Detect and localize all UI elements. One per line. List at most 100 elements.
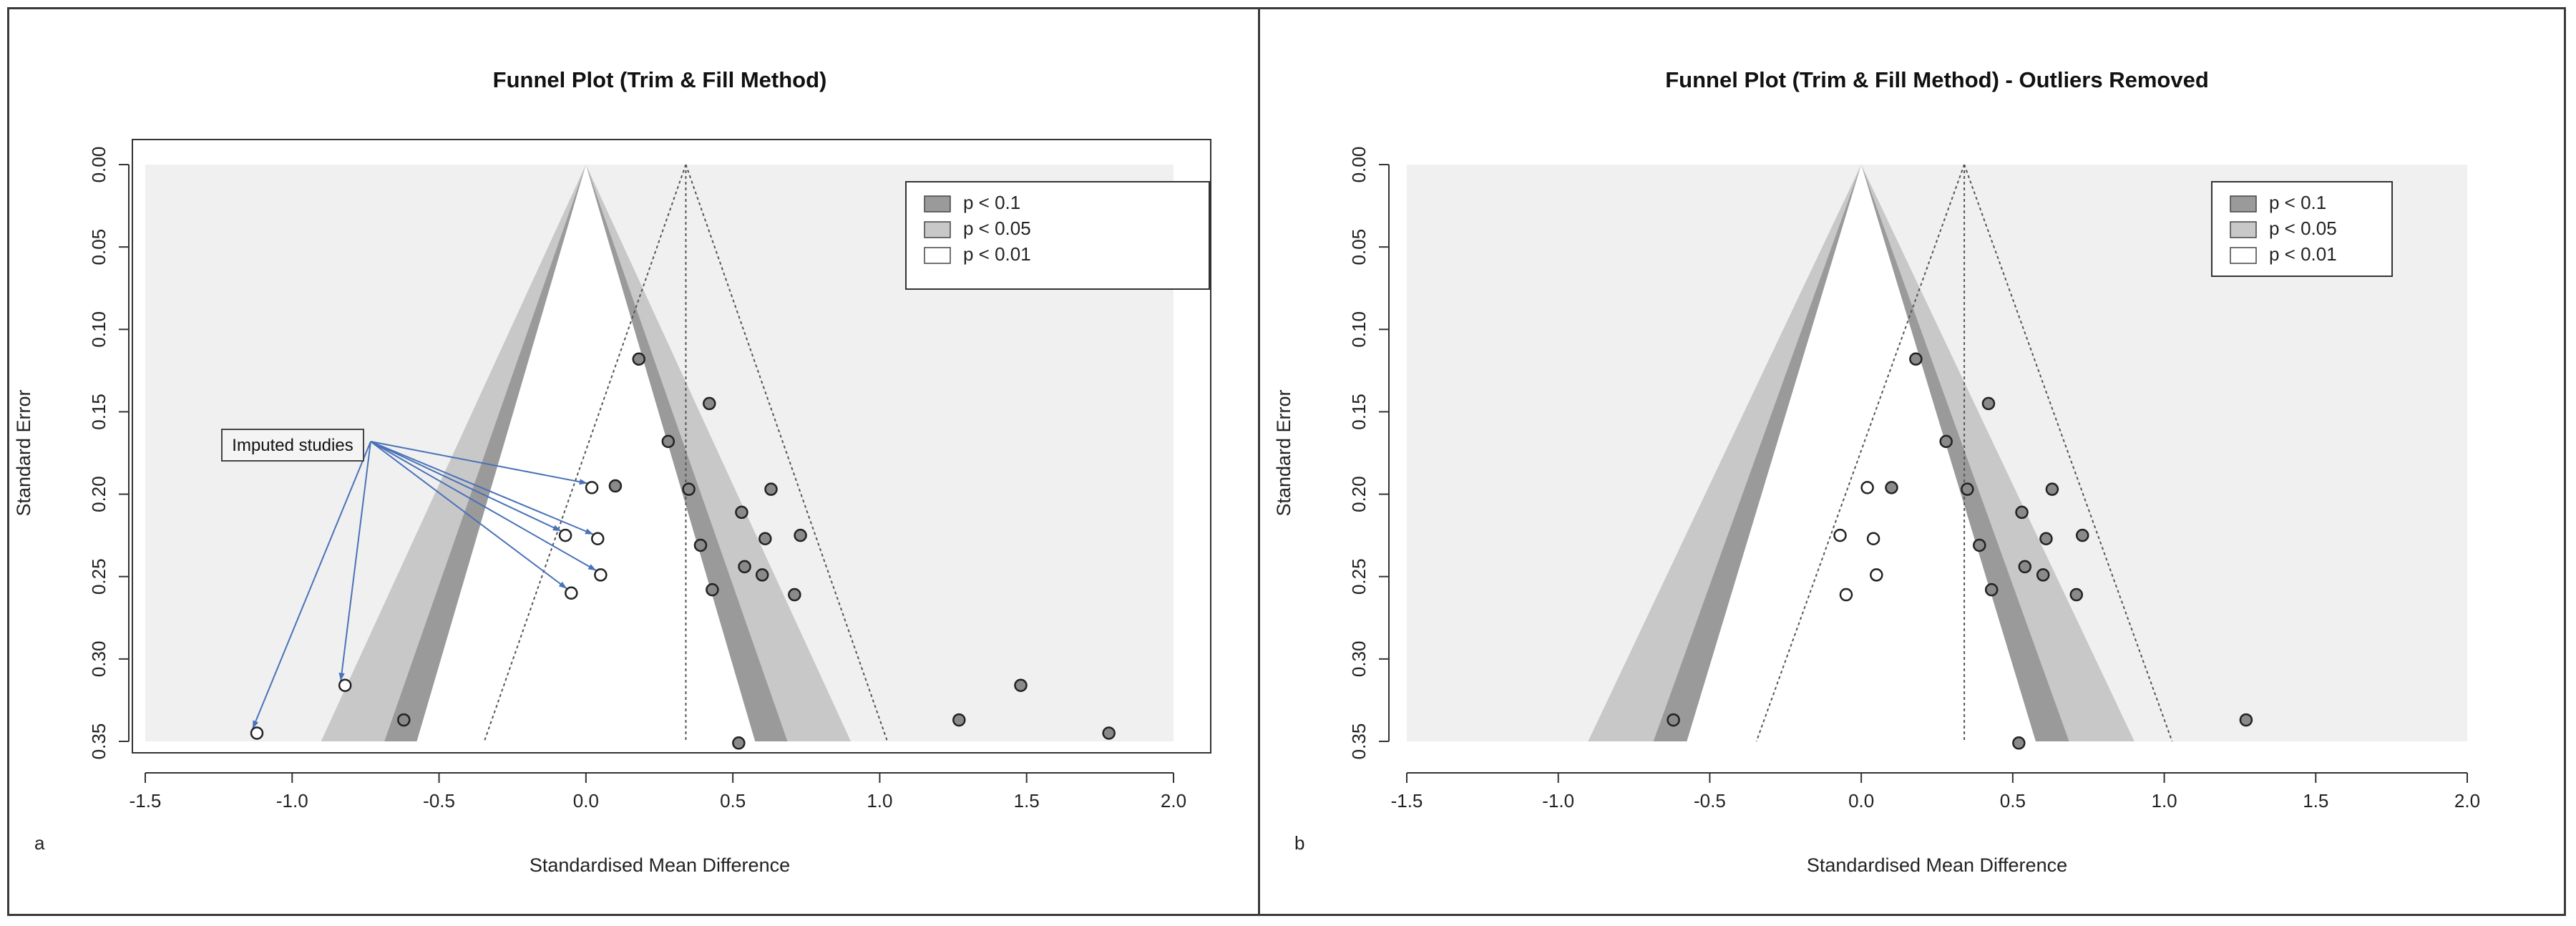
observed-study-point — [2069, 588, 2084, 602]
imputed-study-point — [1866, 532, 1880, 545]
observed-study-point — [632, 352, 646, 366]
observed-study-point — [755, 568, 769, 582]
observed-study-point — [2239, 713, 2253, 727]
plot-box — [132, 139, 1211, 754]
observed-study-point — [2045, 482, 2059, 496]
observed-study-point — [1939, 434, 1953, 449]
y-tick-label: 0.15 — [1348, 394, 1370, 430]
observed-study-point — [732, 736, 746, 750]
observed-study-point — [397, 713, 411, 727]
observed-study-point — [1961, 482, 1974, 496]
legend-label: p < 0.05 — [2269, 218, 2337, 239]
x-tick-label: -1.0 — [1542, 790, 1574, 812]
arrow-head — [585, 528, 594, 535]
y-tick-label: 0.15 — [88, 394, 109, 430]
observed-study-point — [764, 482, 778, 496]
annotation-arrow — [370, 441, 567, 590]
annotation-arrow — [370, 441, 588, 484]
imputed-study-point — [1870, 568, 1883, 582]
legend-swatch — [2230, 247, 2257, 264]
observed-study-point — [1909, 352, 1923, 366]
x-tick-label: 0.0 — [573, 790, 599, 812]
observed-study-point — [682, 482, 696, 496]
observed-study-point — [2039, 532, 2053, 545]
observed-study-point — [788, 588, 801, 602]
annotation-box — [221, 429, 364, 462]
observed-study-point — [735, 505, 748, 520]
legend-swatch — [924, 221, 951, 238]
x-tick-label: 0.5 — [720, 790, 746, 812]
arrow-head — [558, 581, 567, 589]
y-tick-label: 0.05 — [88, 229, 109, 265]
legend-label: p < 0.01 — [2269, 243, 2337, 265]
observed-study-point — [703, 396, 716, 411]
legend-label: p < 0.05 — [963, 218, 1031, 239]
y-tick-label: 0.30 — [88, 641, 109, 678]
y-tick-label: 0.10 — [1348, 311, 1370, 348]
imputed-study-point — [1860, 481, 1874, 494]
x-tick-label: -1.5 — [130, 790, 162, 812]
y-tick-label: 0.10 — [88, 311, 109, 348]
imputed-study-point — [585, 481, 599, 494]
imputed-study-point — [594, 568, 608, 582]
x-axis-label: Standardised Mean Difference — [1807, 854, 2067, 876]
observed-study-point — [2012, 736, 2026, 750]
x-tick-label: 2.0 — [1161, 790, 1186, 812]
y-tick-label: 0.00 — [1348, 147, 1370, 183]
arrow-head — [579, 479, 588, 485]
observed-study-point — [758, 532, 772, 545]
chart-title: Funnel Plot (Trim & Fill Method) — [493, 67, 827, 92]
annotation-label: Imputed studies — [232, 436, 353, 455]
observed-study-point — [706, 583, 719, 597]
chart-title: Funnel Plot (Trim & Fill Method) - Outli… — [1665, 67, 2209, 92]
y-tick-label: 0.20 — [88, 476, 109, 512]
arrow-head — [587, 564, 597, 571]
y-tick-label: 0.30 — [1348, 641, 1370, 678]
arrow-head — [338, 673, 345, 681]
funnel-left-ci — [483, 164, 687, 742]
contour-p001-region — [416, 165, 756, 741]
annotation-arrow — [370, 441, 597, 572]
x-tick-label: 2.0 — [2454, 790, 2480, 812]
funnel-right-ci — [1963, 164, 2173, 742]
imputed-study-point — [1839, 588, 1853, 602]
observed-study-point — [2075, 528, 2089, 542]
legend-swatch — [2230, 221, 2257, 238]
x-tick-label: 1.0 — [867, 790, 892, 812]
x-tick-label: -1.0 — [276, 790, 308, 812]
y-tick-label: 0.35 — [88, 723, 109, 760]
annotation-arrow — [370, 441, 594, 535]
observed-study-point — [1981, 396, 1996, 411]
funnel-left-ci — [1755, 164, 1966, 742]
observed-study-point — [794, 528, 807, 542]
imputed-study-point — [558, 528, 572, 542]
observed-study-point — [693, 538, 708, 552]
funnel-right-ci — [685, 164, 889, 742]
observed-study-point — [2015, 505, 2029, 520]
funnel-plot-b: -1.5 -1.0 -0.5 0.0 0.5 1.0 1.5 2.0 0.00 0.05 0.10 0… — [1273, 67, 2480, 876]
y-tick-label: 0.35 — [1348, 723, 1370, 760]
x-tick-label: 0.0 — [1848, 790, 1874, 812]
imputed-study-point — [338, 678, 352, 692]
observed-study-point — [1102, 726, 1116, 740]
x-tick-label: 1.0 — [2151, 790, 2177, 812]
observed-study-point — [952, 713, 966, 727]
contour-p001-region — [1687, 165, 2036, 741]
annotation-arrow — [340, 441, 371, 681]
legend-swatch — [2230, 195, 2257, 213]
panel-tag: b — [1294, 832, 1304, 854]
observed-study-point — [1885, 481, 1898, 494]
x-axis-label: Standardised Mean Difference — [530, 854, 790, 876]
x-tick-label: -0.5 — [423, 790, 455, 812]
panel-divider — [1258, 7, 1260, 916]
observed-study-point — [1984, 583, 1999, 597]
x-tick-label: 0.5 — [2000, 790, 2026, 812]
y-tick-label: 0.00 — [88, 147, 109, 183]
legend-swatch — [924, 195, 951, 213]
observed-study-point — [1014, 678, 1028, 692]
panel-tag: a — [34, 832, 45, 854]
y-tick-label: 0.25 — [1348, 558, 1370, 595]
legend-box — [905, 181, 1210, 290]
imputed-study-point — [250, 726, 264, 740]
observed-study-point — [661, 434, 675, 449]
